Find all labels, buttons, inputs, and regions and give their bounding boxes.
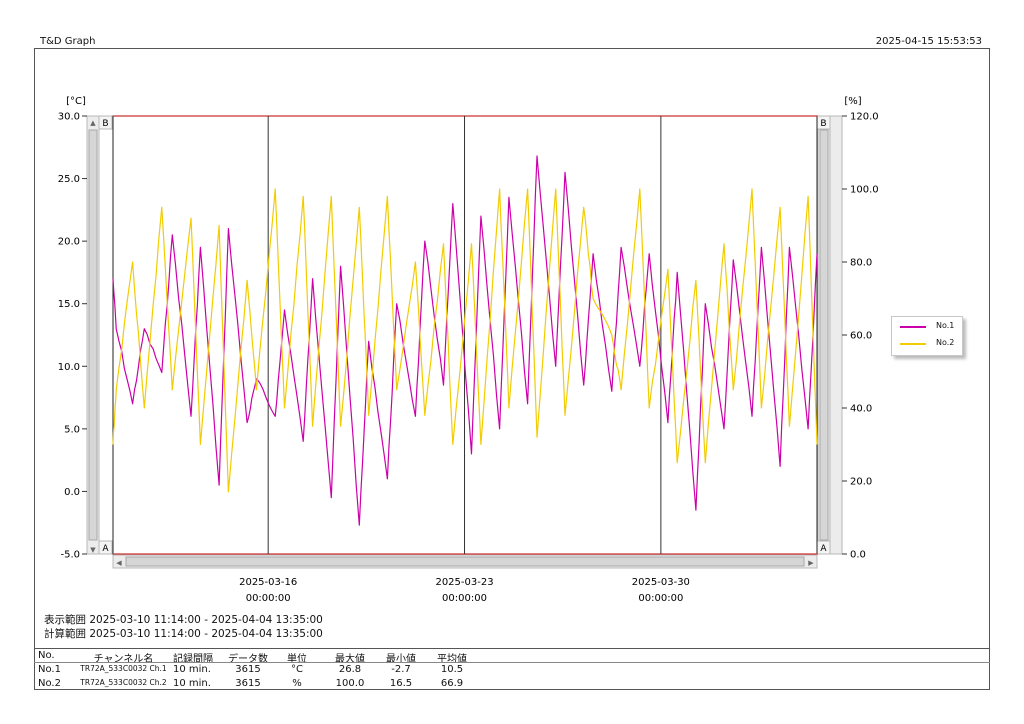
left-scroll-up-arrow[interactable]: ▲ xyxy=(90,119,96,127)
stats-header-cell: No. xyxy=(38,650,55,661)
left-scrollbar[interactable]: ▲ ▼ xyxy=(86,115,100,555)
legend-label-no1: No.1 xyxy=(936,321,955,330)
y-right-tick-label: 120.0 xyxy=(850,112,879,123)
stats-header-cell: 最大値 xyxy=(335,654,365,665)
stats-row-cell: -2.7 xyxy=(391,664,411,675)
app-title: T&D Graph xyxy=(40,36,96,47)
legend-swatch-no2 xyxy=(900,343,926,345)
legend-label-no2: No.2 xyxy=(936,338,955,347)
right-cursor-b-tag[interactable]: B xyxy=(820,119,826,129)
stats-row-cell: °C xyxy=(291,664,303,675)
y-left-tick-label: 0.0 xyxy=(64,487,80,498)
y-right-tick-label: 60.0 xyxy=(850,331,872,342)
left-axis-unit: [°C] xyxy=(66,96,86,107)
stats-row-cell: TR72A_533C0032 Ch.2 xyxy=(80,678,167,687)
y-right-tick-label: 40.0 xyxy=(850,404,872,415)
stats-header-cell: 最小値 xyxy=(386,654,416,665)
left-cursor-b-tag[interactable]: B xyxy=(102,119,108,129)
scroll-right-arrow[interactable]: ▶ xyxy=(808,559,814,567)
stats-row-cell: 3615 xyxy=(235,678,261,689)
bottom-scrollbar[interactable]: ◀ ▶ xyxy=(112,554,818,569)
stats-row-cell: 3615 xyxy=(235,664,261,675)
stats-header-underline xyxy=(34,662,990,663)
stats-row-cell: 100.0 xyxy=(335,678,365,689)
display-range: 表示範囲 2025-03-10 11:14:00 - 2025-04-04 13… xyxy=(44,612,323,627)
calc-range-label: 計算範囲 xyxy=(44,628,86,640)
stats-header-cell: チャンネル名 xyxy=(93,654,154,665)
right-axis-unit: [%] xyxy=(844,96,861,107)
y-left-tick-label: 30.0 xyxy=(58,112,80,123)
stats-row-cell: 16.5 xyxy=(389,678,413,689)
y-left-tick-label: 5.0 xyxy=(64,424,80,435)
calc-range: 計算範囲 2025-03-10 11:14:00 - 2025-04-04 13… xyxy=(44,626,323,641)
stats-row-cell: 10.5 xyxy=(440,664,464,675)
y-right-tick-label: 20.0 xyxy=(850,477,872,488)
y-left-tick-label: -5.0 xyxy=(60,550,80,561)
left-scroll-down-arrow[interactable]: ▼ xyxy=(90,546,96,554)
x-tick-label-date: 2025-03-30 xyxy=(632,577,690,588)
display-range-value: 2025-03-10 11:14:00 - 2025-04-04 13:35:0… xyxy=(89,614,323,626)
stats-header-cell: 単位 xyxy=(287,654,307,665)
y-right-tick-label: 100.0 xyxy=(850,185,879,196)
legend: No.1 No.2 xyxy=(891,316,963,356)
x-tick-label-date: 2025-03-23 xyxy=(435,577,493,588)
x-tick-label-time: 00:00:00 xyxy=(638,593,683,604)
stats-header-cell: 平均値 xyxy=(437,654,467,665)
print-timestamp: 2025-04-15 15:53:53 xyxy=(875,36,982,47)
stats-row-cell: 10 min. xyxy=(173,664,211,675)
report-frame xyxy=(34,48,990,690)
left-cursor-a-tag[interactable]: A xyxy=(102,544,109,554)
stats-header-cell: データ数 xyxy=(228,654,268,665)
y-left-tick-label: 15.0 xyxy=(58,299,80,310)
y-left-tick-label: 20.0 xyxy=(58,237,80,248)
x-tick-label-time: 00:00:00 xyxy=(442,593,487,604)
stats-row-cell: 26.8 xyxy=(338,664,362,675)
stats-header-cell: 記録間隔 xyxy=(173,654,213,665)
x-tick-label-date: 2025-03-16 xyxy=(239,577,297,588)
calc-range-value: 2025-03-10 11:14:00 - 2025-04-04 13:35:0… xyxy=(89,628,323,640)
scroll-left-arrow[interactable]: ◀ xyxy=(116,559,122,567)
stats-row-cell: 66.9 xyxy=(440,678,464,689)
display-range-label: 表示範囲 xyxy=(44,614,86,626)
stats-row-cell: No.2 xyxy=(38,678,61,689)
series-line-no2 xyxy=(112,188,818,493)
y-left-tick-label: 10.0 xyxy=(58,362,80,373)
x-tick-label-time: 00:00:00 xyxy=(246,593,291,604)
stats-row-cell: No.1 xyxy=(38,664,61,675)
legend-swatch-no1 xyxy=(900,326,926,328)
y-right-tick-label: 0.0 xyxy=(850,550,866,561)
stats-row-cell: 10 min. xyxy=(173,678,211,689)
stats-row-cell: % xyxy=(292,678,302,689)
y-left-tick-label: 25.0 xyxy=(58,174,80,185)
stats-separator xyxy=(34,648,990,649)
y-right-tick-label: 80.0 xyxy=(850,258,872,269)
right-cursor-a-tag[interactable]: A xyxy=(820,544,827,554)
stats-row-cell: TR72A_533C0032 Ch.1 xyxy=(80,664,167,673)
